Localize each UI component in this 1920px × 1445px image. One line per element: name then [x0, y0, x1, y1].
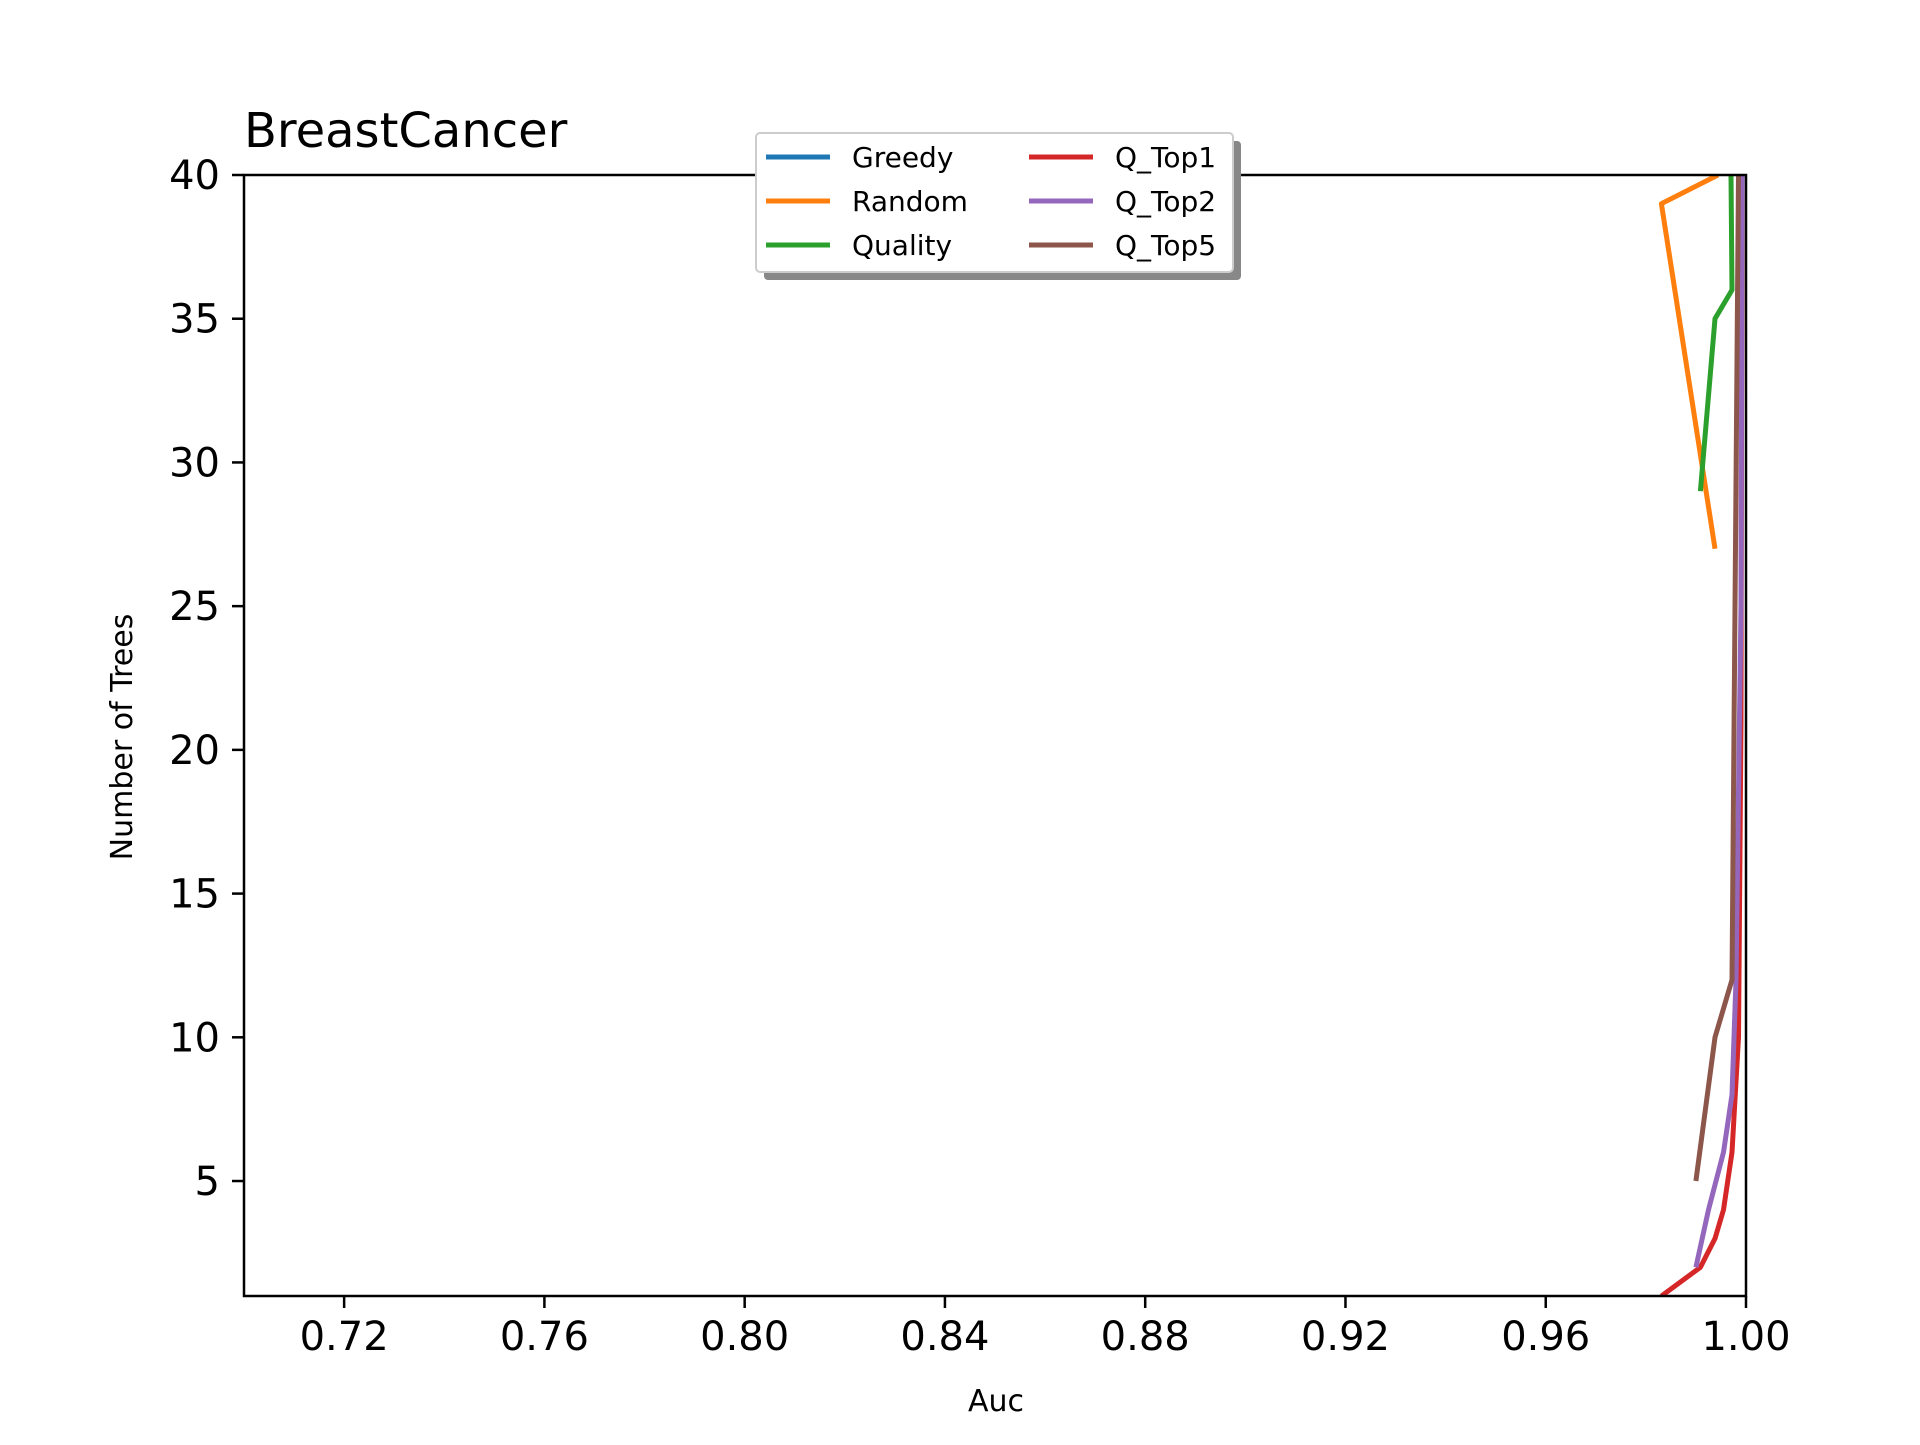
- y-axis-label: Number of Trees: [105, 614, 140, 861]
- legend-item-q-top5: Q_Top5: [1029, 229, 1216, 262]
- legend-label: Q_Top2: [1115, 185, 1216, 218]
- x-axis-label: Auc: [968, 1384, 1024, 1419]
- y-tick-label: 5: [195, 1159, 220, 1205]
- x-tick-label: 0.80: [700, 1314, 789, 1360]
- y-tick-label: 20: [169, 728, 220, 774]
- legend-label: Greedy: [852, 141, 953, 174]
- legend-label: Q_Top1: [1115, 141, 1216, 174]
- y-tick-label: 10: [169, 1015, 220, 1061]
- legend-label: Random: [852, 185, 968, 218]
- x-tick-label: 0.96: [1501, 1314, 1590, 1360]
- y-tick-label: 25: [169, 584, 220, 630]
- x-tick-label: 0.92: [1301, 1314, 1390, 1360]
- y-tick-label: 15: [169, 872, 220, 918]
- legend-label: Quality: [852, 229, 952, 262]
- chart-title: BreastCancer: [244, 103, 568, 159]
- x-tick-label: 0.88: [1101, 1314, 1190, 1360]
- legend: Greedy Random Quality Q_Top1 Q_Top2 Q_Top5: [755, 132, 1241, 280]
- x-tick-label: 0.84: [900, 1314, 989, 1360]
- legend-item-q-top1: Q_Top1: [1029, 141, 1216, 174]
- x-tick-label: 0.76: [500, 1314, 589, 1360]
- series-line-random: [1658, 175, 1720, 550]
- legend-box: [755, 132, 1234, 273]
- ticks-layer: 0.72 0.76 0.80 0.84 0.88 0.92 0.96 1.00 5 10 15 20 2…: [169, 153, 1790, 1360]
- y-tick-label: 35: [169, 297, 220, 343]
- series-line-q-top2: [1693, 175, 1745, 1268]
- legend-item-greedy: Greedy: [766, 141, 953, 174]
- plot-frame: [242, 173, 1748, 1298]
- x-tick-label: 0.72: [300, 1314, 389, 1360]
- y-tick-label: 40: [169, 153, 220, 199]
- legend-item-quality: Quality: [766, 229, 952, 262]
- y-tick-label: 30: [169, 440, 220, 486]
- series-layer: [1658, 175, 1745, 1296]
- legend-label: Q_Top5: [1115, 229, 1216, 262]
- legend-item-q-top2: Q_Top2: [1029, 185, 1216, 218]
- x-tick-label: 1.00: [1701, 1314, 1790, 1360]
- series-line-q-top5: [1693, 175, 1741, 1182]
- legend-item-random: Random: [766, 185, 968, 218]
- series-line-quality: [1697, 175, 1735, 492]
